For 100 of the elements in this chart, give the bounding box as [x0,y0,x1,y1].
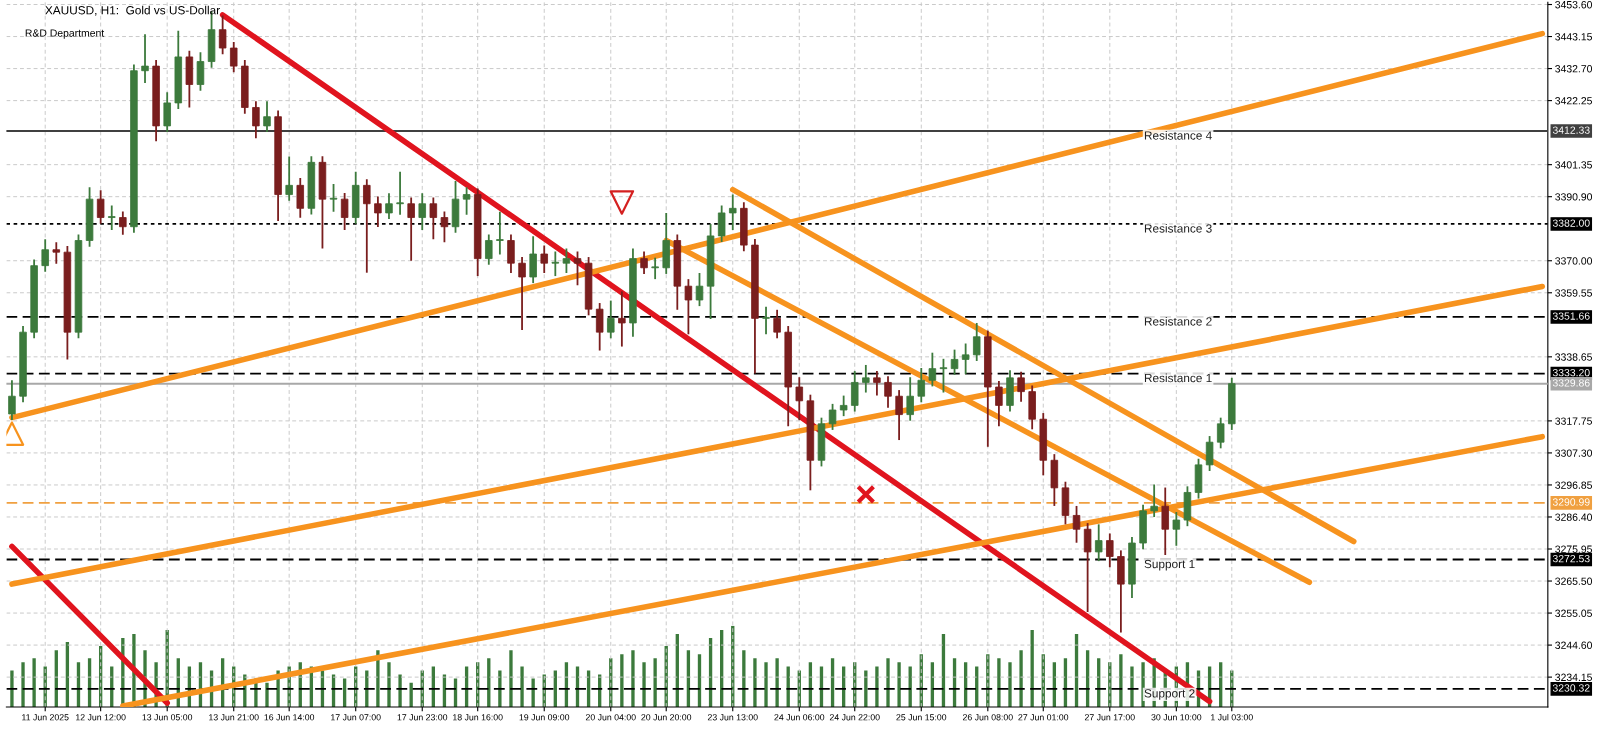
x-tick-label: 16 Jun 14:00 [264,714,315,721]
candlestick [640,250,648,275]
candlestick [1161,486,1169,556]
chart-title: XAUUSD, H1: Gold vs US-Dollar [45,5,220,16]
candlestick [884,375,892,409]
y-tick-label: 3401.35 [1555,161,1592,169]
x-tick-label: 20 Jun 20:00 [641,714,692,721]
bar [387,662,391,707]
point [609,190,635,215]
y-tick-label: 3359.55 [1555,289,1592,297]
candlestick [385,192,393,220]
bar [1019,650,1023,707]
x-tick-label: 26 Jun 08:00 [962,714,1013,721]
candlestick [296,177,305,219]
text: 3329.86 [1552,379,1590,387]
x-tick-label: 13 Jun 05:00 [142,714,193,721]
x-tick-label: 24 Jun 22:00 [829,714,880,721]
candlestick [440,210,449,244]
bar [10,670,14,707]
ref-line-label: Resistance 2 [1144,316,1212,326]
candlestick [850,370,859,413]
candlestick [1083,522,1092,613]
bar [642,662,646,707]
candlestick [618,290,626,348]
candlestick [950,348,959,376]
candlestick [396,170,404,216]
candlestick [407,196,415,262]
candlestick [695,272,704,308]
bar [997,658,1001,707]
candlestick [418,192,426,231]
y-tick-label: 3244.60 [1555,641,1593,649]
candlestick [928,351,937,388]
bar [886,658,890,707]
text: 3272.53 [1552,554,1590,563]
candlestick [995,379,1003,428]
bar [1119,654,1123,707]
candlestick [972,322,981,362]
candlestick [651,256,659,281]
candlestick [906,376,914,422]
bar [32,658,36,707]
candlestick [1172,511,1181,547]
candlestick [329,183,338,213]
y-tick-label: 3390.90 [1555,193,1593,201]
ref-line-label: Support 1 [1144,559,1195,571]
y-tick-label: 3422.25 [1555,97,1592,105]
point [856,484,876,504]
bar [398,674,402,707]
text: 3382.00 [1552,219,1590,227]
candlestick [496,210,504,256]
candlestick [895,389,903,441]
x-tick-label: 27 Jun 01:00 [1018,714,1069,721]
x-tick-label: 20 Jun 04:00 [585,714,636,721]
candlestick [229,41,238,74]
candlestick [1106,532,1114,569]
x-tick-label: 24 Jun 06:00 [774,714,825,721]
candlestick [252,100,260,140]
bar [498,670,502,707]
bar [509,650,513,707]
y-tick-label: 3265.50 [1555,577,1593,585]
y-tick-label: 3255.05 [1555,609,1592,617]
bar [753,658,757,707]
candlestick [1216,416,1225,450]
bar [742,650,746,707]
candlestick [1205,435,1214,472]
x-tick-label: 25 Jun 15:00 [896,714,947,721]
candlestick [961,342,970,376]
candlestick [862,364,870,394]
y-tick-label: 3317.75 [1555,417,1592,425]
bar [21,662,25,707]
candlestick [340,192,349,231]
candlestick [141,33,149,84]
candlestick [1094,523,1103,563]
bar [520,666,524,707]
x-tick-label: 1 Jul 03:00 [1211,713,1253,721]
candlestick [96,189,105,225]
text: 3333.20 [1552,368,1590,377]
y-tick-label: 3286.40 [1555,513,1593,521]
candlestick [263,100,271,133]
x-tick-label: 19 Jun 09:00 [519,714,570,721]
y-tick-label: 3443.15 [1555,33,1592,41]
candlestick [773,308,781,340]
candlestick [917,367,926,404]
candlestick [485,233,493,266]
candlestick [839,394,848,418]
candlestick [762,305,770,336]
x-tick-label: 27 Jun 17:00 [1084,714,1135,721]
y-tick-label: 3338.65 [1555,353,1592,361]
y-tick-label: 3234.15 [1555,673,1592,681]
x-tick-label: 17 Jun 23:00 [397,714,448,721]
ref-line-label: Resistance 4 [1144,131,1212,140]
y-tick-label: 3453.60 [1555,1,1593,9]
bar [653,658,657,707]
y-tick-label: 3432.70 [1555,65,1593,73]
bar [1008,662,1012,707]
candlestick [540,244,548,274]
bar [620,654,624,707]
candlestick [795,376,804,422]
candlestick [285,155,293,202]
candlestick [108,204,116,231]
candlestick [218,14,227,56]
